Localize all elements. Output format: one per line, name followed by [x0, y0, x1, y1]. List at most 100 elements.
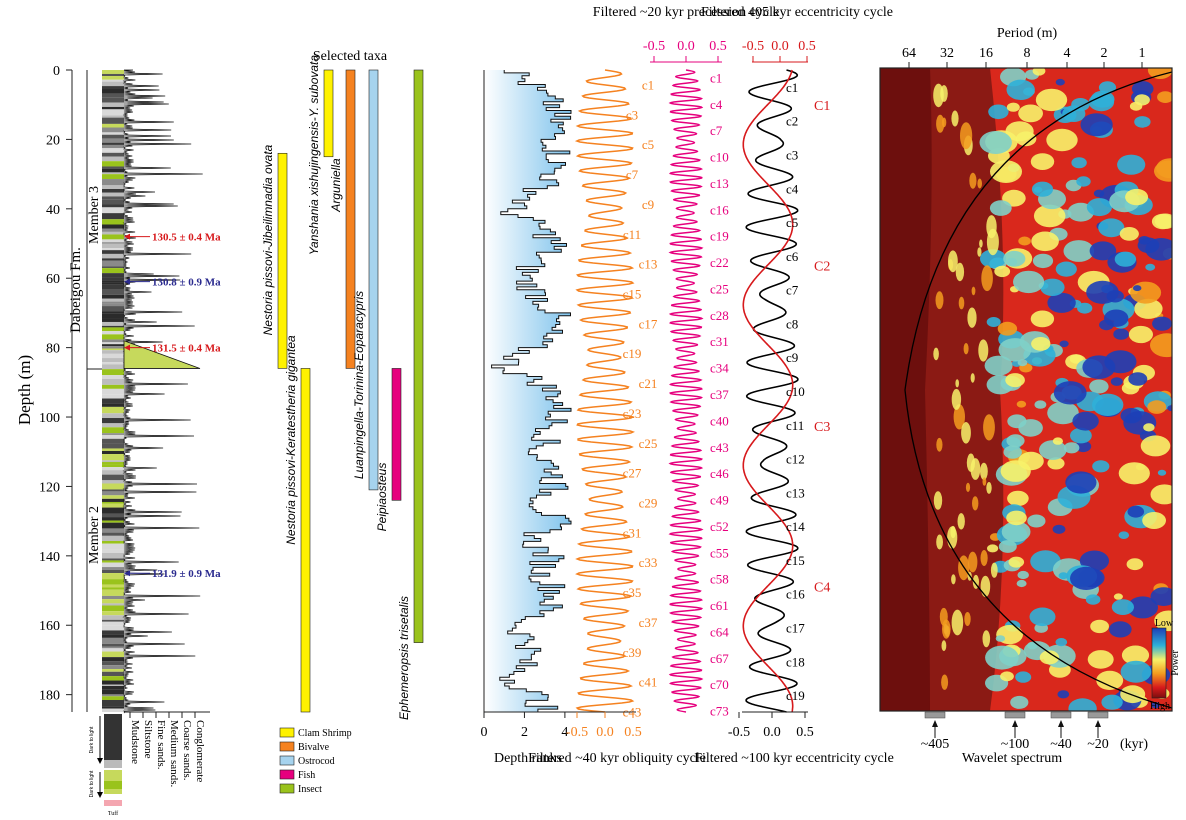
- ecc405-tick-label: 0.5: [798, 39, 816, 54]
- lithology-bed: [102, 603, 124, 606]
- depth-tick-label: 60: [46, 272, 60, 287]
- wavelet-blob: [1032, 68, 1046, 76]
- lithology-bed: [102, 189, 124, 193]
- wavelet-blob: [982, 630, 991, 648]
- lithology-bed: [102, 266, 124, 269]
- lithology-bed: [102, 587, 124, 590]
- lithology-bed: [102, 268, 124, 274]
- lithology-bed: [102, 398, 124, 404]
- wavelet-blob: [955, 262, 965, 282]
- lithology-bed: [102, 344, 124, 347]
- wavelet-blob: [1114, 251, 1137, 267]
- wavelet-blob: [1143, 423, 1155, 432]
- wavelet-blob: [1008, 556, 1025, 568]
- lithology-bed: [102, 123, 124, 128]
- wavelet-blob: [1134, 116, 1151, 128]
- wavelet-blob: [978, 339, 989, 362]
- lithology-bed: [102, 348, 124, 351]
- lithology-bed: [102, 127, 124, 133]
- taxa-legend-swatch: [279, 783, 295, 794]
- wavelet-blob: [1071, 157, 1087, 169]
- wavelet-blob: [1035, 88, 1068, 112]
- lithology-bed: [102, 150, 124, 153]
- ecc100-cycle-label: c17: [786, 621, 805, 636]
- wavelet-blob: [1086, 198, 1112, 217]
- lithology-bed: [102, 325, 124, 328]
- lithology-bed: [102, 102, 124, 107]
- lithology-bed: [102, 250, 124, 254]
- wavelet-blob: [1082, 355, 1116, 380]
- member-3-label: Member 3: [87, 186, 102, 244]
- lithology-bed: [102, 161, 124, 167]
- lithology-bed: [102, 489, 124, 492]
- lithology-bed: [102, 460, 124, 463]
- taxon-range-bar: [345, 69, 356, 369]
- lithology-bed: [102, 413, 124, 419]
- ecc100-cycle-label: c16: [786, 587, 805, 602]
- lithology-bed: [102, 76, 124, 80]
- wavelet-blob: [941, 117, 947, 128]
- lithology-bed: [102, 242, 124, 244]
- lithology-bed: [102, 558, 124, 561]
- wavelet-blob: [1118, 462, 1150, 485]
- obliquity-cycle-label: c15: [623, 286, 642, 301]
- wavelet-blob: [1057, 690, 1070, 699]
- wavelet-blob: [965, 482, 971, 492]
- obliquity-cycle-label: c9: [642, 197, 654, 212]
- lithology-bed: [102, 406, 124, 414]
- wavelet-blob: [987, 544, 999, 553]
- obliquity-cycle-label: c35: [623, 585, 642, 600]
- precession-tick-label: -0.5: [643, 39, 665, 54]
- lithology-bed: [102, 552, 124, 559]
- precession-cycle-label: c67: [710, 651, 729, 666]
- wavelet-blob: [951, 388, 962, 410]
- lithology-bed: [102, 239, 124, 243]
- obliquity-cycle-label: c41: [639, 675, 658, 690]
- wavelet-blob: [1154, 213, 1172, 229]
- lithology-bed: [102, 179, 124, 186]
- taxa-title: Selected taxa: [313, 49, 388, 64]
- taxon-label: Ephemeropsis trisetalis: [397, 596, 411, 720]
- ecc100-cycle-label: c10: [786, 384, 805, 399]
- wavelet-blob: [1128, 325, 1153, 344]
- wavelet-blob: [1138, 236, 1151, 245]
- wavelet-blob: [950, 525, 956, 539]
- lithology-bed: [102, 648, 124, 652]
- precession-cycle-label: c37: [710, 387, 729, 402]
- lithology-bed: [102, 253, 124, 259]
- period-tick-label: 2: [1101, 46, 1108, 61]
- wavelet-blob: [1072, 411, 1099, 431]
- lithology-bed: [102, 258, 124, 261]
- wavelet-blob: [1157, 91, 1172, 103]
- wavelet-blob: [1010, 695, 1029, 709]
- wavelet-blob: [1047, 401, 1079, 425]
- colorbar-label: Power: [1170, 650, 1181, 676]
- ecc405-tick-label: -0.5: [742, 39, 764, 54]
- precession-cycle-label: c19: [710, 229, 729, 244]
- wavelet-blob: [1033, 204, 1066, 228]
- wavelet-blob: [1017, 570, 1029, 580]
- legend-dark-light-1: Dark to light: [89, 726, 95, 753]
- wavelet-blob: [941, 674, 949, 690]
- lithology-bed: [102, 637, 124, 644]
- band-arrowhead: [1058, 720, 1064, 727]
- wavelet-blob: [1031, 231, 1059, 252]
- depth-tick-label: 120: [39, 480, 60, 495]
- wavelet-blob: [1003, 445, 1022, 459]
- taxon-label: Nestoria pissovi-Jibeilimnadia ovata: [261, 144, 275, 335]
- band-label: ~40: [1050, 737, 1072, 752]
- wavelet-blob: [1117, 154, 1146, 175]
- lithology-bed: [102, 350, 124, 354]
- wavelet-blob: [964, 612, 971, 626]
- obliquity-axis-label: Filtered ~40 kyr obliquity cycle: [528, 751, 706, 766]
- lithology-bed: [102, 699, 124, 707]
- precession-cycle-label: c4: [710, 97, 723, 112]
- lithology-bed: [102, 520, 124, 523]
- depth-axis-label: Depth (m): [15, 355, 34, 425]
- wavelet-blob: [941, 640, 947, 652]
- lithology-bed: [102, 144, 124, 149]
- lithology-bed: [102, 388, 124, 395]
- obliquity-cycle-label: c33: [639, 555, 658, 570]
- lithology-bed: [102, 318, 124, 322]
- grain-size-profile: [122, 69, 203, 714]
